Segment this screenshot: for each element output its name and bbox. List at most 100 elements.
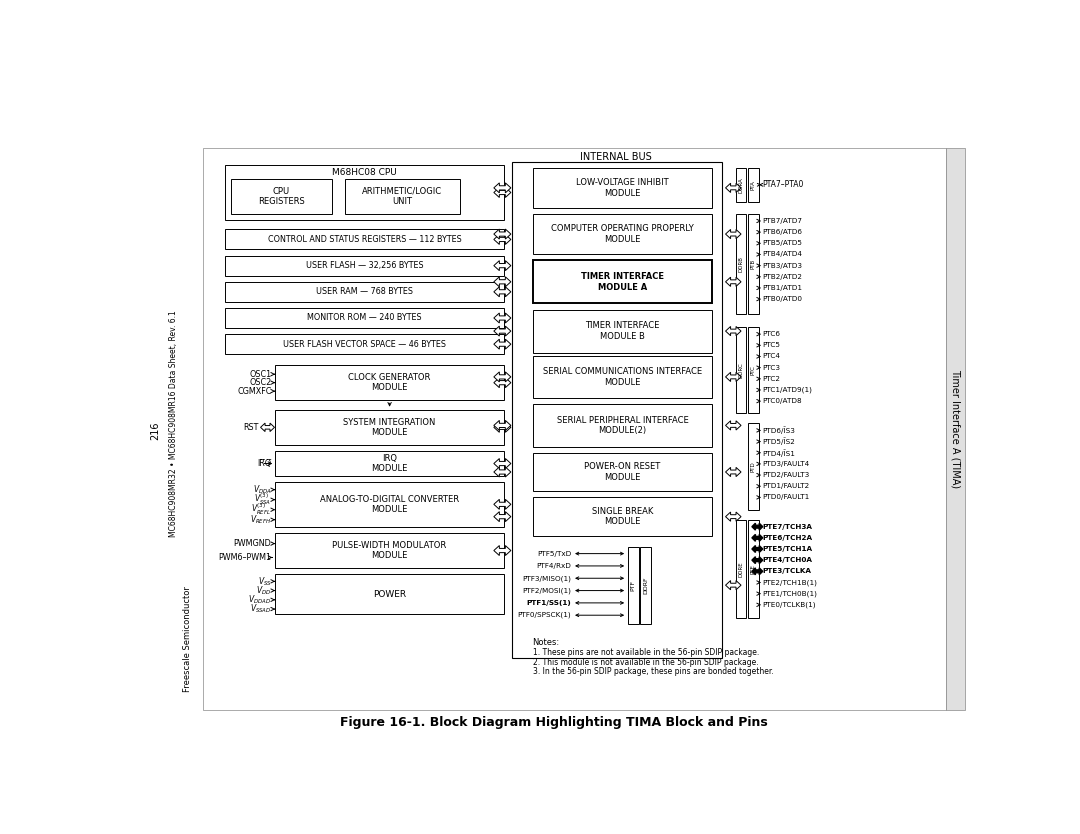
Text: $V_{DD}$: $V_{DD}$ (256, 585, 271, 597)
Text: 3. In the 56-pin SDIP package, these pins are bonded together.: 3. In the 56-pin SDIP package, these pin… (532, 667, 773, 676)
Bar (946, 148, 966, 710)
Text: $V_{SS}$: $V_{SS}$ (257, 575, 271, 588)
Text: ARITHMETIC/LOGIC
UNIT: ARITHMETIC/LOGIC UNIT (362, 187, 443, 206)
Polygon shape (726, 421, 741, 430)
Text: SINGLE BREAK
MODULE: SINGLE BREAK MODULE (592, 507, 653, 526)
Text: PWM6–PWM1: PWM6–PWM1 (218, 553, 271, 562)
Text: PTF4/RxD: PTF4/RxD (537, 563, 571, 569)
Bar (275, 451, 504, 476)
Text: OSC2: OSC2 (249, 378, 271, 387)
Bar (748, 214, 759, 314)
Text: CLOCK GENERATOR
MODULE: CLOCK GENERATOR MODULE (349, 373, 431, 392)
Polygon shape (752, 545, 762, 552)
Polygon shape (752, 556, 762, 564)
Polygon shape (726, 580, 741, 590)
Text: DDRF: DDRF (644, 576, 648, 594)
Text: PTC5: PTC5 (762, 342, 780, 349)
Text: M68HC08 CPU: M68HC08 CPU (332, 168, 396, 177)
Polygon shape (494, 277, 511, 287)
Polygon shape (726, 512, 741, 521)
Text: PTF5/TxD: PTF5/TxD (537, 550, 571, 556)
Polygon shape (494, 188, 511, 198)
Text: PTB0/ATD0: PTB0/ATD0 (762, 296, 802, 302)
Bar (532, 260, 713, 304)
Text: DDRC: DDRC (739, 363, 743, 379)
Text: TIMER INTERFACE
MODULE A: TIMER INTERFACE MODULE A (581, 272, 664, 292)
Polygon shape (494, 183, 511, 193)
Text: PTF: PTF (631, 580, 636, 590)
Text: PTA7–PTA0: PTA7–PTA0 (762, 180, 804, 189)
Text: PTE0/TCLKB(1): PTE0/TCLKB(1) (762, 601, 815, 608)
Text: Freescale Semiconductor: Freescale Semiconductor (184, 586, 192, 692)
Polygon shape (494, 234, 511, 244)
Polygon shape (726, 372, 741, 381)
Text: PTA: PTA (751, 180, 756, 189)
Polygon shape (494, 467, 511, 477)
Text: PTE: PTE (751, 564, 756, 574)
Text: PTB1/ATD1: PTB1/ATD1 (762, 285, 802, 291)
Polygon shape (494, 339, 511, 349)
Text: PTF0/SPSCK(1): PTF0/SPSCK(1) (517, 612, 571, 619)
Bar (735, 214, 746, 314)
Bar (627, 546, 638, 624)
Bar (225, 282, 504, 302)
Text: PTE7/TCH3A: PTE7/TCH3A (762, 524, 812, 530)
Text: PWMGND: PWMGND (233, 539, 271, 548)
Bar (748, 327, 759, 414)
Bar (532, 453, 713, 491)
Text: PTD3/FAULT4: PTD3/FAULT4 (762, 461, 809, 467)
Text: PTD2/FAULT3: PTD2/FAULT3 (762, 472, 809, 478)
Bar (225, 229, 504, 249)
Text: $V_{SSA}^{(3)}$: $V_{SSA}^{(3)}$ (254, 492, 271, 507)
Polygon shape (494, 229, 511, 239)
Bar (225, 334, 504, 354)
Text: PTC6: PTC6 (762, 331, 780, 337)
Polygon shape (494, 422, 511, 432)
Text: PTB6/ATD6: PTB6/ATD6 (762, 229, 802, 235)
Text: Notes:: Notes: (532, 637, 559, 646)
Polygon shape (494, 511, 511, 521)
Bar (231, 178, 332, 214)
Text: USER RAM — 768 BYTES: USER RAM — 768 BYTES (315, 287, 413, 296)
Text: PTD6/ĪS3: PTD6/ĪS3 (762, 426, 795, 435)
Text: LOW-VOLTAGE INHIBIT
MODULE: LOW-VOLTAGE INHIBIT MODULE (576, 178, 669, 198)
Text: PTD: PTD (751, 461, 756, 472)
Polygon shape (494, 261, 511, 271)
Bar (532, 214, 713, 254)
Bar (735, 520, 746, 618)
Bar (640, 546, 651, 624)
Text: SYSTEM INTEGRATION
MODULE: SYSTEM INTEGRATION MODULE (343, 418, 435, 437)
Bar (532, 309, 713, 353)
Text: IR̅Q̅: IR̅Q̅ (257, 459, 271, 468)
Text: PTC4: PTC4 (762, 354, 780, 359)
Text: SERIAL PERIPHERAL INTERFACE
MODULE(2): SERIAL PERIPHERAL INTERFACE MODULE(2) (556, 415, 688, 435)
Text: DDRE: DDRE (739, 561, 743, 577)
Text: CPU
REGISTERS: CPU REGISTERS (258, 187, 305, 206)
Bar (275, 533, 504, 568)
Bar (735, 327, 746, 414)
Bar (748, 520, 759, 618)
Bar (225, 255, 504, 276)
Text: PTB2/ATD2: PTB2/ATD2 (762, 274, 802, 279)
Text: SERIAL COMMUNICATIONS INTERFACE
MODULE: SERIAL COMMUNICATIONS INTERFACE MODULE (543, 367, 702, 387)
Text: PTD1/FAULT2: PTD1/FAULT2 (762, 483, 809, 490)
Bar (275, 365, 504, 400)
Text: $V_{DDA}$: $V_{DDA}$ (253, 484, 271, 496)
Polygon shape (260, 423, 274, 431)
Text: ANALOG-TO-DIGITAL CONVERTER
MODULE: ANALOG-TO-DIGITAL CONVERTER MODULE (320, 495, 459, 514)
Text: INTERNAL BUS: INTERNAL BUS (580, 152, 651, 162)
Bar (532, 497, 713, 536)
Polygon shape (752, 523, 762, 530)
Bar (532, 168, 713, 208)
Text: $V_{SSAD}$: $V_{SSAD}$ (249, 603, 271, 615)
Text: PTC0/ATD8: PTC0/ATD8 (762, 398, 801, 404)
Text: PTF3/MISO(1): PTF3/MISO(1) (523, 575, 571, 581)
Text: PTC2: PTC2 (762, 376, 780, 382)
Bar (748, 168, 759, 202)
Bar (735, 168, 746, 202)
Text: PTD5/ĪS2: PTD5/ĪS2 (762, 438, 795, 445)
Polygon shape (726, 277, 741, 286)
Text: DDRB: DDRB (739, 256, 743, 272)
Text: POWER-ON RESET
MODULE: POWER-ON RESET MODULE (584, 462, 661, 482)
Bar (532, 356, 713, 398)
